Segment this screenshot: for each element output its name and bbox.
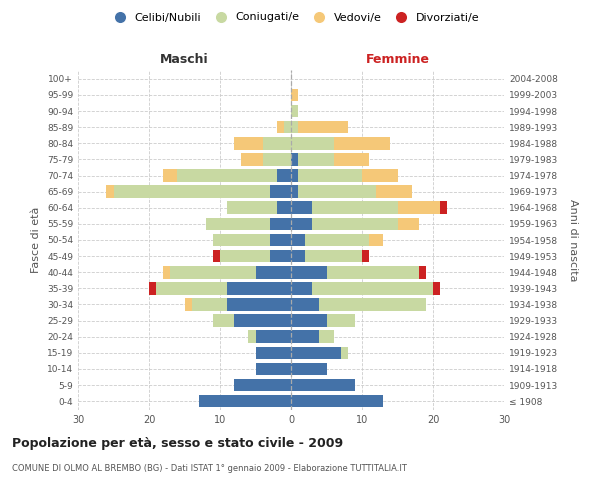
Bar [277, 121, 284, 134]
Bar [227, 298, 291, 310]
Bar [334, 153, 369, 166]
Text: COMUNE DI OLMO AL BREMBO (BG) - Dati ISTAT 1° gennaio 2009 - Elaborazione TUTTIT: COMUNE DI OLMO AL BREMBO (BG) - Dati IST… [12, 464, 407, 473]
Bar [298, 121, 348, 134]
Bar [256, 266, 291, 278]
Bar [163, 170, 178, 182]
Bar [291, 314, 326, 327]
Bar [256, 346, 291, 359]
Bar [313, 282, 433, 294]
Bar [241, 153, 263, 166]
Bar [277, 170, 291, 182]
Bar [248, 330, 256, 343]
Bar [185, 298, 191, 310]
Bar [376, 186, 412, 198]
Bar [291, 121, 298, 134]
Legend: Celibi/Nubili, Coniugati/e, Vedovi/e, Divorziati/e: Celibi/Nubili, Coniugati/e, Vedovi/e, Di… [104, 8, 484, 27]
Bar [163, 266, 170, 278]
Bar [319, 330, 334, 343]
Text: Maschi: Maschi [160, 53, 209, 66]
Bar [305, 234, 369, 246]
Bar [341, 346, 348, 359]
Bar [227, 202, 277, 214]
Y-axis label: Fasce di età: Fasce di età [31, 207, 41, 273]
Bar [298, 153, 334, 166]
Bar [291, 234, 305, 246]
Bar [291, 137, 334, 149]
Bar [291, 298, 319, 310]
Bar [234, 137, 263, 149]
Bar [334, 137, 391, 149]
Bar [213, 234, 270, 246]
Bar [270, 234, 291, 246]
Bar [291, 378, 355, 392]
Bar [291, 330, 319, 343]
Bar [113, 186, 270, 198]
Bar [369, 234, 383, 246]
Bar [270, 186, 291, 198]
Bar [149, 282, 156, 294]
Bar [191, 298, 227, 310]
Bar [291, 202, 313, 214]
Bar [106, 186, 113, 198]
Bar [291, 105, 298, 118]
Bar [291, 170, 298, 182]
Bar [305, 250, 362, 262]
Bar [263, 137, 291, 149]
Bar [398, 202, 440, 214]
Bar [156, 282, 227, 294]
Bar [199, 395, 291, 407]
Bar [291, 153, 298, 166]
Text: Femmine: Femmine [365, 53, 430, 66]
Bar [433, 282, 440, 294]
Bar [256, 330, 291, 343]
Bar [291, 282, 313, 294]
Bar [398, 218, 419, 230]
Bar [419, 266, 426, 278]
Bar [291, 395, 383, 407]
Bar [220, 250, 270, 262]
Bar [298, 186, 376, 198]
Bar [284, 121, 291, 134]
Bar [270, 218, 291, 230]
Bar [291, 218, 313, 230]
Bar [362, 250, 369, 262]
Bar [313, 202, 398, 214]
Bar [291, 88, 298, 102]
Bar [263, 153, 291, 166]
Bar [319, 298, 426, 310]
Bar [291, 266, 326, 278]
Bar [206, 218, 270, 230]
Bar [291, 362, 326, 375]
Bar [270, 250, 291, 262]
Bar [213, 314, 234, 327]
Bar [362, 170, 398, 182]
Bar [256, 362, 291, 375]
Bar [170, 266, 256, 278]
Bar [227, 282, 291, 294]
Bar [326, 266, 419, 278]
Bar [326, 314, 355, 327]
Bar [440, 202, 447, 214]
Bar [277, 202, 291, 214]
Y-axis label: Anni di nascita: Anni di nascita [568, 198, 578, 281]
Bar [291, 346, 341, 359]
Text: Popolazione per età, sesso e stato civile - 2009: Popolazione per età, sesso e stato civil… [12, 438, 343, 450]
Bar [298, 170, 362, 182]
Bar [213, 250, 220, 262]
Bar [291, 250, 305, 262]
Bar [178, 170, 277, 182]
Bar [234, 378, 291, 392]
Bar [291, 186, 298, 198]
Bar [313, 218, 398, 230]
Bar [234, 314, 291, 327]
